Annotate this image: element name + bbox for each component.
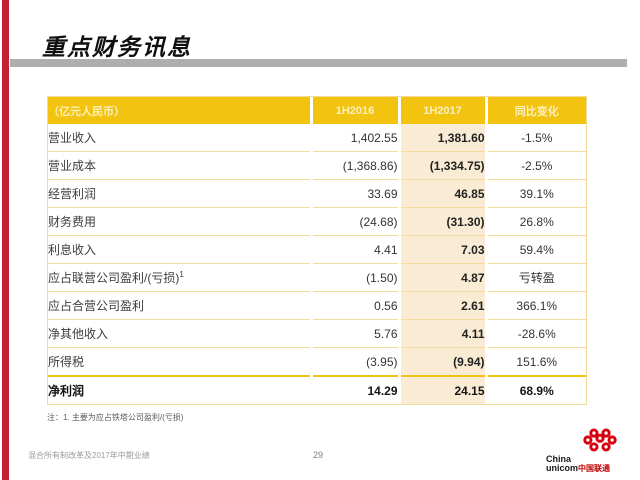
title-underline-bar	[10, 59, 627, 67]
table-row: 经营利润 33.69 46.85 39.1%	[48, 179, 586, 208]
table-row: 营业收入 1,402.55 1,381.60 -1.5%	[48, 124, 586, 152]
footnote-text: 注：1. 主要为应占铁塔公司盈利/(亏损)	[47, 413, 184, 422]
row-label: 财务费用	[48, 207, 313, 236]
table-row: 所得税 (3.95) (9.94) 151.6%	[48, 347, 586, 376]
value-yoy: 26.8%	[486, 207, 586, 236]
row-label: 营业收入	[48, 124, 313, 152]
logo-text-unicom: unicom	[546, 463, 579, 473]
value-1h2016: 1,402.55	[311, 124, 401, 152]
header-yoy-change: 同比变化	[486, 97, 586, 124]
value-1h2016: 0.56	[311, 291, 401, 320]
value-1h2017: 46.85	[399, 179, 488, 208]
value-1h2017: (31.30)	[399, 207, 488, 236]
value-1h2016: 14.29	[311, 375, 401, 404]
header-unit-label: （亿元人民币）	[48, 97, 313, 124]
value-1h2017: 7.03	[399, 235, 488, 264]
value-1h2016: 33.69	[311, 179, 401, 208]
value-1h2016: 5.76	[311, 319, 401, 348]
value-1h2017: 4.11	[399, 319, 488, 348]
header-1h2017: 1H2017	[399, 97, 488, 124]
footer-deck-title: 混合所有制改革及2017年中期业绩	[28, 451, 150, 460]
financial-table-body: 营业收入 1,402.55 1,381.60 -1.5% 营业成本 (1,368…	[48, 124, 586, 404]
row-label: 所得税	[48, 347, 313, 376]
value-1h2016: (3.95)	[311, 347, 401, 376]
table-row: 应占联营公司盈利/(亏损)1 (1.50) 4.87 亏转盈	[48, 263, 586, 292]
value-yoy: -1.5%	[486, 124, 586, 152]
page-number: 29	[312, 450, 323, 460]
table-row: 净其他收入 5.76 4.11 -28.6%	[48, 319, 586, 348]
table-row: 应占合营公司盈利 0.56 2.61 366.1%	[48, 291, 586, 320]
value-yoy: 39.1%	[486, 179, 586, 208]
value-yoy: 68.9%	[486, 375, 586, 404]
table-row: 净利润 14.29 24.15 68.9%	[48, 375, 586, 404]
value-yoy: 亏转盈	[486, 263, 586, 292]
financial-table-header: （亿元人民币） 1H2016 1H2017 同比变化	[48, 97, 586, 124]
logo-text-chinese: 中国联通	[578, 464, 611, 473]
financial-table: （亿元人民币） 1H2016 1H2017 同比变化 营业收入 1,402.55…	[47, 96, 587, 405]
value-1h2017: (9.94)	[399, 347, 488, 376]
row-label: 营业成本	[48, 151, 313, 180]
unicom-knot-icon	[583, 428, 617, 452]
value-1h2017: 2.61	[399, 291, 488, 320]
china-unicom-logo: China unicom中国联通	[546, 427, 626, 473]
row-label: 利息收入	[48, 235, 313, 264]
value-1h2016: (1,368.86)	[311, 151, 401, 180]
value-yoy: -2.5%	[486, 151, 586, 180]
row-label: 净其他收入	[48, 319, 313, 348]
footnote-marker: 1	[179, 270, 184, 279]
value-yoy: 151.6%	[486, 347, 586, 376]
value-1h2017: 24.15	[399, 375, 488, 404]
row-label: 净利润	[48, 375, 313, 404]
left-accent-bar	[2, 0, 9, 480]
logo-text-china: China	[546, 454, 572, 464]
header-1h2016: 1H2016	[311, 97, 401, 124]
table-row: 营业成本 (1,368.86) (1,334.75) -2.5%	[48, 151, 586, 180]
table-row: 财务费用 (24.68) (31.30) 26.8%	[48, 207, 586, 236]
page-title: 重点财务讯息	[42, 34, 192, 60]
value-yoy: 59.4%	[486, 235, 586, 264]
value-1h2017: 1,381.60	[399, 124, 488, 152]
value-1h2017: (1,334.75)	[399, 151, 488, 180]
value-1h2016: 4.41	[311, 235, 401, 264]
row-label: 经营利润	[48, 179, 313, 208]
row-label: 应占联营公司盈利/(亏损)1	[48, 263, 313, 292]
value-yoy: 366.1%	[486, 291, 586, 320]
row-label: 应占合营公司盈利	[48, 291, 313, 320]
value-1h2016: (24.68)	[311, 207, 401, 236]
value-1h2016: (1.50)	[311, 263, 401, 292]
table-row: 利息收入 4.41 7.03 59.4%	[48, 235, 586, 264]
value-1h2017: 4.87	[399, 263, 488, 292]
value-yoy: -28.6%	[486, 319, 586, 348]
